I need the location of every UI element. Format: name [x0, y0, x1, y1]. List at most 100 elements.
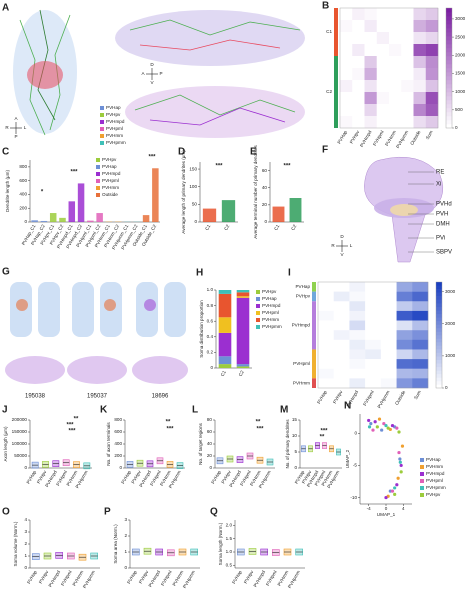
y-tick-label: 600	[114, 429, 122, 434]
heatmap-cell	[364, 20, 377, 33]
heatmap-cell	[412, 291, 429, 302]
y-tick-label: 50000	[14, 453, 27, 458]
y-axis-label: Average length of primary dendrites (μm)	[181, 150, 186, 234]
colorbar-step	[436, 373, 442, 378]
heatmap-cell	[340, 56, 353, 69]
y-tick-label: 0	[354, 431, 357, 436]
legend-label: PVHpv	[106, 112, 121, 117]
colorbar-step	[436, 366, 442, 371]
heatmap-cell	[352, 92, 365, 105]
x-tick-label: C1	[273, 223, 280, 231]
heatmap-cell	[413, 116, 426, 129]
heatmap-cell	[412, 320, 429, 331]
annotation: ***	[166, 427, 174, 433]
brain-outline	[5, 356, 65, 384]
panel-label: E	[250, 147, 257, 158]
y-tick-label: 50	[192, 202, 198, 207]
heatmap-cell	[396, 368, 413, 379]
y-tick-label: 400	[114, 441, 122, 446]
panel-f-image	[364, 156, 444, 263]
annotation: ***	[215, 164, 223, 170]
heatmap-cell	[396, 339, 413, 350]
panel-label: I	[288, 268, 291, 279]
y-tick-label: 15	[292, 417, 298, 422]
compass-label: V	[340, 252, 344, 257]
x-tick-label: PVHap	[120, 469, 132, 484]
colorbar-step	[446, 12, 452, 17]
y-tick-label: 200000	[12, 417, 28, 422]
heatmap-cell	[380, 339, 397, 350]
x-tick-label: PVHap	[26, 569, 38, 584]
heatmap-cell	[340, 80, 353, 93]
group-label: C2	[326, 89, 332, 94]
y-tick-label: 20	[262, 202, 268, 207]
heatmap-cell	[352, 20, 365, 33]
colorbar-step	[436, 285, 442, 290]
y-tick-label: 100000	[12, 441, 28, 446]
colorbar-step	[446, 100, 452, 105]
heatmap-cell	[413, 92, 426, 105]
colorbar-step	[446, 64, 452, 69]
y-axis-label: Axon length (μm)	[3, 426, 8, 462]
heatmap-frame	[317, 281, 429, 389]
legend-label: PVHpv	[262, 289, 277, 294]
heatmap-cell	[412, 282, 429, 292]
legend-swatch	[256, 297, 260, 301]
heatmap-cell	[349, 339, 366, 350]
heatmap-cell	[401, 80, 414, 93]
x-tick-label: PVHap	[126, 569, 138, 584]
soma-cluster	[27, 61, 63, 89]
legend-swatch	[420, 472, 424, 476]
heatmap-cell	[412, 301, 429, 312]
x-axis-label: UMAP_1	[377, 512, 396, 517]
heatmap-cell	[389, 56, 402, 69]
annotation: ***	[256, 427, 264, 433]
colorbar-step	[446, 108, 452, 113]
heatmap-cell	[349, 282, 366, 292]
heatmap-cell	[389, 32, 402, 45]
y-tick-label: 1.5	[226, 536, 233, 541]
column-label: Outside	[394, 389, 406, 406]
heatmap-cell	[352, 104, 365, 117]
legend-swatch	[420, 465, 424, 469]
y-tick-label: 0	[264, 219, 267, 224]
y-tick-label: 0	[209, 465, 212, 470]
soma-cluster	[104, 299, 116, 311]
legend-label: PVHpmm	[262, 324, 282, 329]
compass-label: P	[159, 71, 162, 76]
y-axis-label: Soma length (Norm.)	[218, 522, 223, 565]
heatmap-cell	[365, 310, 382, 321]
legend-label: PVHpmm	[426, 485, 446, 490]
y-tick-label: 400	[19, 192, 27, 197]
colorbar-step	[436, 299, 442, 304]
annotation: **	[320, 435, 325, 441]
panel-label: B	[322, 1, 329, 12]
colorbar-step	[436, 331, 442, 336]
bar	[221, 200, 236, 222]
colorbar-tick-label: 1000	[455, 89, 466, 94]
colorbar-step	[446, 52, 452, 57]
bar-segment	[218, 317, 232, 333]
heatmap-cell	[401, 20, 414, 33]
y-tick-label: 0	[194, 219, 197, 224]
heatmap-cell	[425, 44, 439, 57]
annotation: ***	[148, 155, 156, 161]
brain-outline	[38, 282, 60, 337]
heatmap-cell	[376, 92, 390, 105]
heatmap-cell	[352, 80, 365, 93]
column-label: PVHpv	[349, 129, 361, 144]
colorbar-step	[436, 317, 442, 322]
point	[397, 430, 401, 434]
x-tick-label: C2	[223, 223, 230, 231]
heatmap-cell	[401, 44, 414, 57]
colorbar-step	[436, 282, 442, 286]
sample-label: 195038	[25, 394, 46, 400]
colorbar-frame	[445, 7, 453, 129]
point	[390, 423, 395, 428]
bar	[202, 208, 217, 222]
heatmap-cell	[349, 320, 366, 331]
colorbar-step	[436, 310, 442, 315]
legend-swatch	[96, 172, 100, 176]
heatmap-cell	[412, 349, 429, 360]
legend-label: PVHpmm	[106, 140, 126, 145]
